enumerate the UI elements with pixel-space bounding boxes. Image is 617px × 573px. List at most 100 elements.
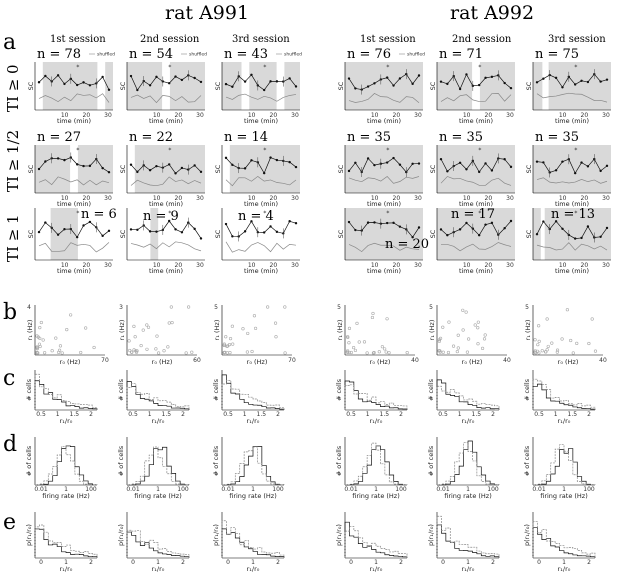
sc-point	[347, 169, 351, 173]
scatter-point	[246, 331, 250, 336]
sc-point	[88, 164, 92, 168]
hist-x-tick: 0.01	[221, 486, 235, 493]
sc-point	[231, 85, 234, 88]
significance-star: *	[76, 64, 79, 71]
scatter-point	[405, 350, 409, 355]
histogram-bars	[436, 442, 500, 486]
sc-point	[417, 74, 421, 77]
hist-x-label: firing rate (Hz)	[229, 492, 277, 500]
sc-point	[354, 87, 357, 90]
sc-point	[509, 219, 513, 223]
hist-x-tick: 2	[491, 559, 495, 566]
sc-point	[155, 164, 158, 168]
sc-point	[411, 236, 414, 239]
sc-point	[458, 161, 462, 164]
hist-x-tick: 1.5	[162, 411, 172, 418]
scatter-point	[385, 317, 389, 321]
r1-axis-label: r₁ (Hz)	[336, 320, 344, 341]
hist-x-tick: 1	[56, 411, 60, 418]
scatter-point	[456, 346, 460, 350]
scatter-point	[145, 323, 149, 327]
hist-x-tick: 2	[587, 559, 591, 566]
scatter-point	[365, 351, 369, 355]
histogram-bars	[532, 444, 596, 486]
sc-point	[262, 88, 266, 92]
histogram-bars	[34, 445, 98, 486]
scatter-point	[38, 336, 42, 340]
sc-point	[503, 227, 506, 230]
sc-point	[275, 80, 279, 83]
sc-point	[269, 156, 272, 159]
histogram-bars	[532, 521, 596, 558]
sc-point	[561, 86, 564, 89]
sc-point	[490, 221, 494, 225]
scatter-point	[355, 321, 359, 325]
scatter-point	[186, 305, 191, 309]
histogram-bars	[344, 380, 408, 410]
scatter-point	[352, 345, 356, 350]
time-axis-label: time (min)	[459, 117, 493, 125]
sc-point	[573, 237, 577, 240]
sc-point	[366, 157, 370, 160]
shuffled-line	[38, 176, 110, 186]
hist-x-tick: 100	[583, 486, 595, 493]
sc-point	[458, 87, 462, 91]
hist-x-tick: 0	[131, 559, 135, 566]
sc-point	[347, 77, 351, 80]
time-axis-label: time (min)	[244, 200, 278, 208]
scatter-point	[35, 334, 39, 338]
x-tick-label: 30	[602, 195, 610, 202]
sc-point	[446, 234, 449, 237]
sc-point	[411, 82, 414, 86]
hist-x-tick: 1	[374, 486, 378, 493]
hist-y-label: # cells	[335, 378, 343, 401]
n-count-label: n = 13	[551, 207, 595, 222]
hist-x-tick: 0.01	[34, 486, 48, 493]
sc-point	[484, 162, 487, 165]
scatter-point	[273, 321, 278, 325]
hist-x-tick: 0	[441, 559, 445, 566]
scatter-point	[370, 315, 375, 320]
sc-point	[199, 80, 203, 84]
hist-x-tick: 1	[64, 486, 68, 493]
x-tick-label: 20	[175, 112, 183, 119]
significance-shade	[150, 208, 159, 260]
sc-point	[199, 170, 203, 174]
r0-axis-label: r₀ (Hz)	[60, 358, 81, 366]
session-label: 3rd session	[548, 34, 606, 45]
scatter-point	[480, 346, 485, 350]
n-count-label: n = 22	[129, 130, 173, 145]
histogram-bars	[344, 445, 408, 486]
significance-star: *	[168, 64, 171, 71]
sc-point	[44, 221, 47, 224]
scatter-point	[170, 321, 174, 325]
sc-point	[599, 169, 602, 173]
scatter-point	[465, 350, 470, 354]
n-count-label: n = 35	[535, 130, 579, 145]
sc-point	[107, 171, 111, 174]
n-count-label: n = 27	[37, 130, 81, 145]
sc-point	[477, 83, 481, 87]
sc-point	[490, 75, 494, 79]
time-axis-label: time (min)	[57, 267, 91, 275]
scatter-point	[253, 326, 258, 330]
x-max-tick: 40	[503, 357, 511, 364]
significance-shade	[437, 62, 473, 110]
scatter-point	[347, 350, 351, 355]
hist-x-label: r₁/r₀	[247, 565, 260, 573]
hist-x-tick: 0.01	[532, 486, 546, 493]
hist-x-tick: 2	[181, 559, 185, 566]
scatter-point	[127, 339, 131, 343]
shuffled-line	[536, 242, 608, 251]
scatter-point	[456, 333, 460, 337]
scatter-point	[43, 351, 47, 355]
scatter-point	[537, 339, 541, 343]
session-label: 1st session	[360, 34, 416, 45]
scatter-point	[39, 320, 43, 325]
legend-shuffled: shuffled	[284, 52, 302, 58]
shuffled-line	[536, 92, 608, 103]
n-count-label: n = 35	[347, 130, 391, 145]
histogram-bars	[126, 383, 190, 410]
scatter-point	[227, 343, 232, 347]
sc-point	[554, 76, 558, 80]
